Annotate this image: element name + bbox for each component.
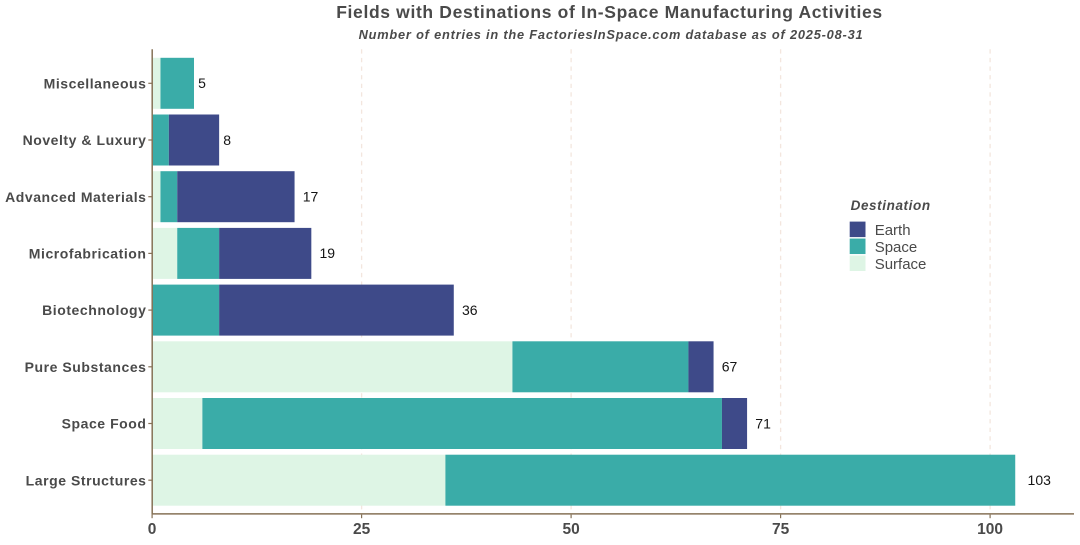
svg-text:Destination: Destination xyxy=(851,198,931,213)
svg-text:Earth: Earth xyxy=(875,222,911,239)
svg-text:75: 75 xyxy=(772,521,790,538)
svg-text:17: 17 xyxy=(303,189,319,205)
svg-text:5: 5 xyxy=(198,75,206,91)
svg-text:Biotechnology: Biotechnology xyxy=(42,302,146,318)
svg-text:Large Structures: Large Structures xyxy=(26,472,147,488)
svg-text:100: 100 xyxy=(977,521,1003,538)
svg-text:Space: Space xyxy=(875,239,918,256)
svg-text:Space Food: Space Food xyxy=(62,416,147,432)
svg-text:8: 8 xyxy=(223,132,231,148)
svg-text:Novelty & Luxury: Novelty & Luxury xyxy=(23,132,147,148)
svg-text:Number of entries in the Facto: Number of entries in the FactoriesInSpac… xyxy=(359,27,864,42)
svg-text:36: 36 xyxy=(462,302,478,318)
svg-text:Advanced Materials: Advanced Materials xyxy=(5,189,146,205)
svg-text:50: 50 xyxy=(562,521,579,538)
svg-text:Pure Substances: Pure Substances xyxy=(25,359,147,375)
svg-text:19: 19 xyxy=(320,245,336,261)
svg-text:25: 25 xyxy=(353,521,371,538)
svg-text:Fields with Destinations of In: Fields with Destinations of In-Space Man… xyxy=(336,2,883,22)
svg-text:Microfabrication: Microfabrication xyxy=(29,246,147,262)
svg-text:Miscellaneous: Miscellaneous xyxy=(44,75,147,91)
svg-text:0: 0 xyxy=(148,521,157,538)
svg-text:103: 103 xyxy=(1028,472,1052,488)
svg-text:71: 71 xyxy=(755,415,771,431)
svg-text:67: 67 xyxy=(722,359,738,375)
svg-text:Surface: Surface xyxy=(875,256,927,273)
